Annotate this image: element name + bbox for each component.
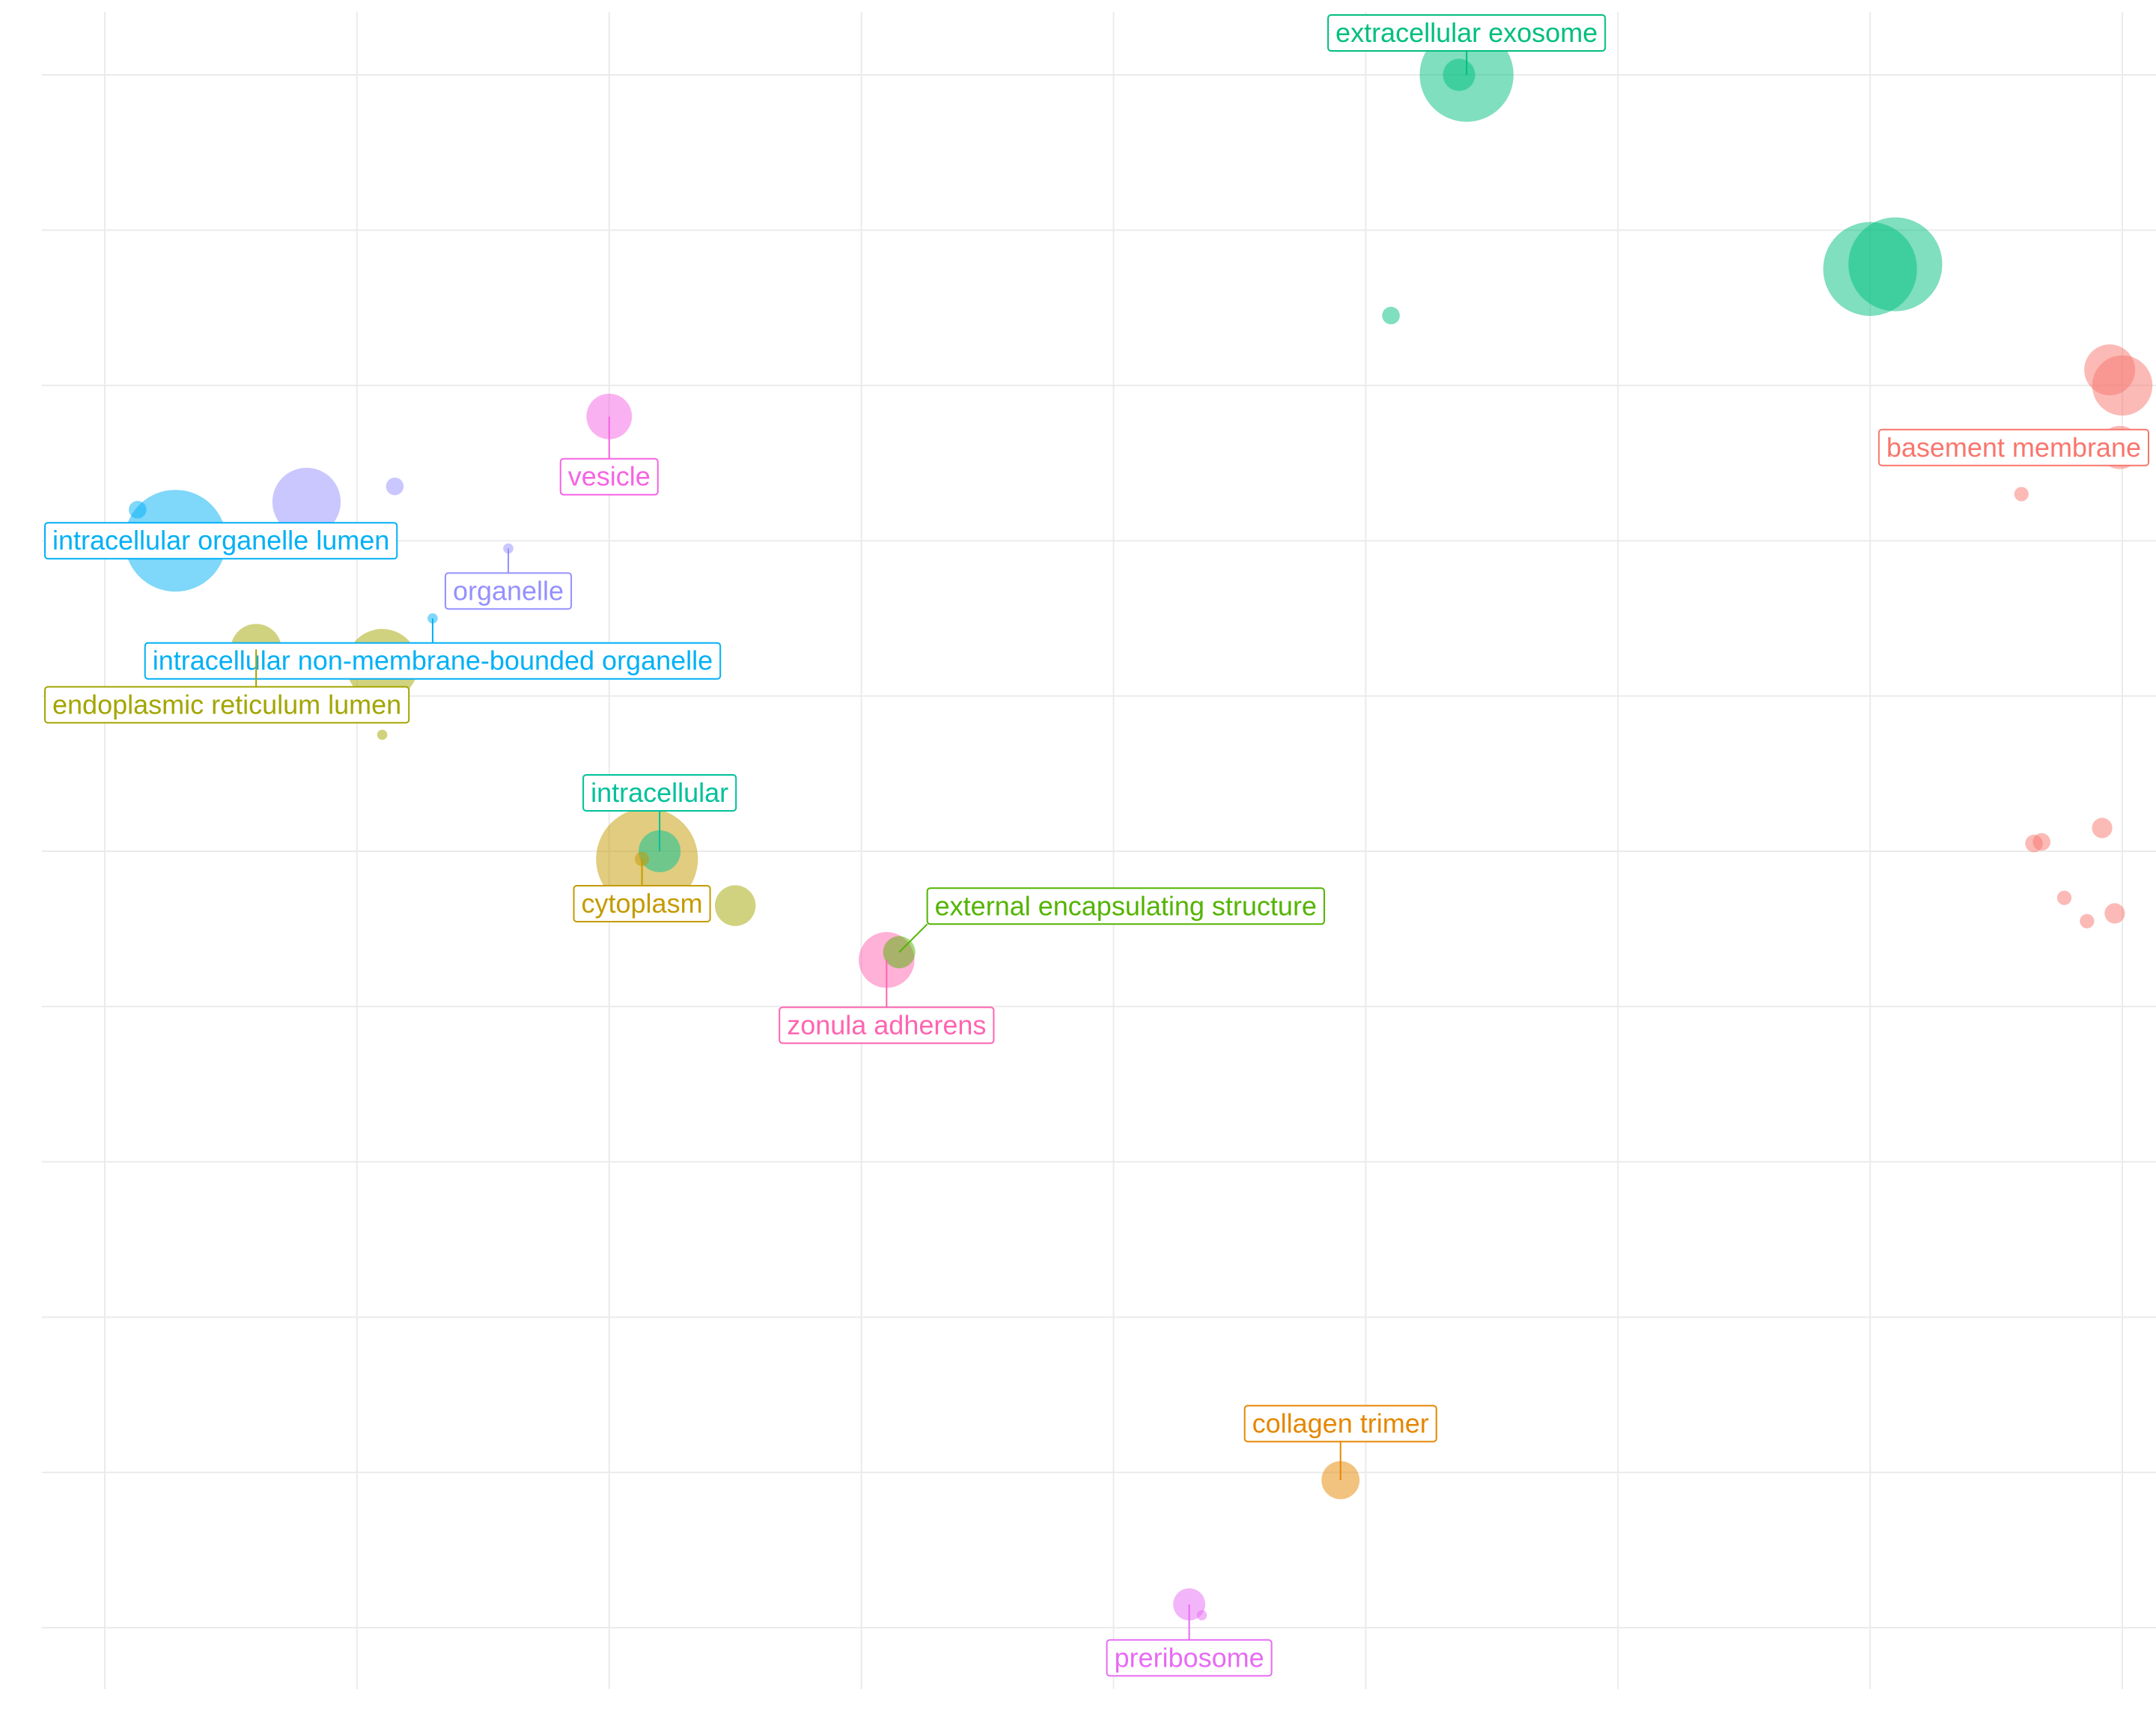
grid (42, 12, 2156, 1689)
bubble-point (1196, 1610, 1208, 1621)
bubble-label: endoplasmic reticulum lumen (44, 649, 410, 724)
label-box (1243, 1405, 1437, 1443)
label-text: intracellular organelle lumen (52, 525, 389, 556)
bubble-label: intracellular (582, 773, 737, 851)
label-box (44, 522, 398, 560)
bubble-label: vesicle (559, 416, 659, 496)
label-text: organelle (453, 575, 564, 606)
label-text: preribosome (1115, 1642, 1264, 1673)
label-text: intracellular non-membrane-bounded organ… (153, 645, 713, 676)
bubble-layer (124, 28, 2153, 1621)
bubble-point (2032, 833, 2050, 851)
label-box (779, 1006, 995, 1044)
bubble-label: extracellular exosome (1327, 14, 1607, 75)
bubble-label: collagen trimer (1243, 1405, 1437, 1480)
bubble-point (377, 729, 388, 740)
label-box (1106, 1639, 1273, 1677)
bubble-point (2080, 913, 2095, 928)
bubble-point (2014, 487, 2029, 502)
bubble-label: zonula adherens (779, 960, 995, 1044)
label-text: external encapsulating structure (935, 890, 1317, 921)
bubble-label: intracellular organelle lumen (44, 522, 398, 560)
label-leader-line (898, 923, 928, 953)
label-box (926, 887, 1325, 925)
label-text: basement membrane (1886, 432, 2141, 463)
label-box (573, 884, 711, 922)
bubble-label: external encapsulating structure (898, 887, 1325, 953)
label-text: zonula adherens (787, 1009, 986, 1040)
bubble-point (1382, 306, 1400, 325)
bubble-point (386, 477, 404, 496)
bubble-point (1848, 217, 1943, 311)
label-box (582, 773, 737, 812)
bubble-point (634, 851, 650, 866)
bubble-point (2056, 890, 2072, 905)
label-box (1327, 14, 1607, 52)
bubble-label: cytoplasm (573, 859, 711, 922)
bubble-label: intracellular non-membrane-bounded organ… (144, 618, 722, 680)
bubble-point (2092, 818, 2113, 839)
label-text: endoplasmic reticulum lumen (52, 689, 401, 719)
label-text: extracellular exosome (1336, 17, 1598, 48)
bubble-label: basement membrane (1878, 428, 2149, 466)
label-text: vesicle (568, 461, 651, 492)
bubble-label: organelle (444, 548, 573, 610)
bubble-point (1443, 58, 1476, 91)
label-box (444, 572, 573, 610)
label-box (144, 642, 722, 680)
label-text: intracellular (591, 777, 728, 808)
bubble-label: preribosome (1106, 1604, 1273, 1677)
label-layer: extracellular exosome vesicle organelle int… (44, 14, 2149, 1677)
label-box (559, 457, 659, 496)
bubble-point (2104, 903, 2125, 924)
bubble-point (129, 500, 147, 519)
bubble-point (714, 885, 756, 926)
label-text: cytoplasm (582, 888, 703, 919)
label-box (1878, 428, 2149, 466)
label-box (44, 686, 410, 724)
bubble-point (2084, 344, 2136, 396)
bubble-point (272, 467, 341, 536)
label-text: collagen trimer (1252, 1408, 1429, 1439)
